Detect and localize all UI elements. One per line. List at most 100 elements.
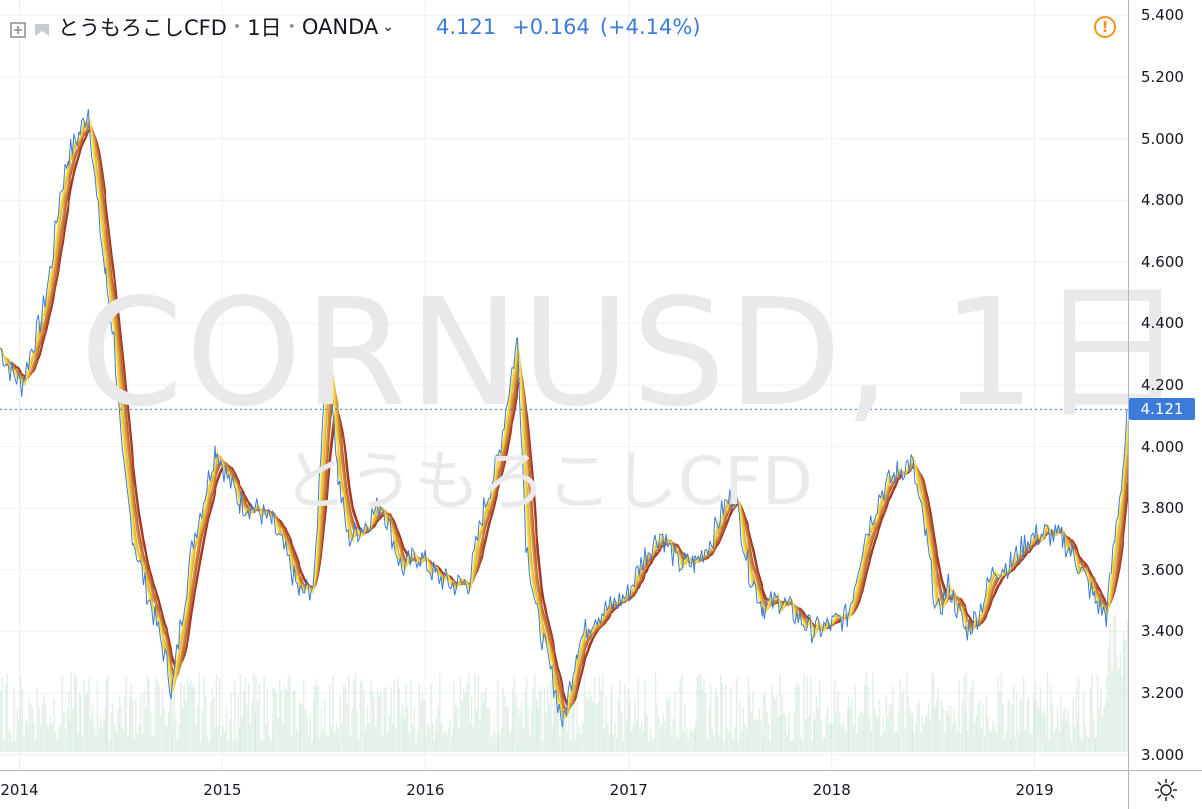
volume-bar — [767, 723, 770, 752]
chevron-down-icon[interactable]: ⌄ — [382, 19, 394, 35]
warning-icon[interactable]: ! — [1094, 16, 1116, 38]
volume-bar — [942, 707, 944, 752]
volume-bar — [363, 689, 365, 752]
volume-bar — [568, 691, 570, 752]
volume-bar — [681, 674, 683, 752]
volume-bar — [692, 729, 695, 752]
volume-bar — [840, 726, 842, 752]
chart-pane[interactable]: CORNUSD, 1日 とうもろこしCFD とうもろこしCFD • 1日 • O… — [0, 0, 1186, 770]
volume-bar — [186, 676, 189, 752]
volume-bar — [937, 687, 939, 752]
volume-bar — [103, 718, 105, 752]
volume-bar — [671, 734, 673, 752]
volume-bar — [488, 706, 491, 752]
volume-bar — [517, 708, 519, 752]
volume-bar — [285, 690, 288, 752]
time-axis[interactable]: 2014 2015 2016 2017 2018 2019 — [0, 770, 1128, 809]
volume-bar — [299, 704, 302, 752]
volume-bar — [532, 687, 534, 752]
price-plot[interactable] — [0, 0, 1128, 770]
volume-bar — [1114, 614, 1117, 752]
volume-bar — [1034, 683, 1037, 752]
volume-bar — [945, 711, 948, 752]
volume-bar — [1107, 646, 1110, 752]
volume-bar — [545, 713, 547, 752]
volume-bar — [277, 717, 279, 752]
volume-bar — [348, 674, 350, 752]
exchange-label[interactable]: OANDA — [301, 15, 379, 39]
volume-bar — [91, 705, 94, 752]
volume-bar — [306, 716, 308, 752]
volume-bar — [158, 684, 160, 752]
volume-bar — [1029, 734, 1031, 752]
collapse-legend-icon[interactable] — [10, 19, 26, 38]
interval-label[interactable]: 1日 — [247, 16, 282, 40]
volume-bar — [81, 737, 84, 752]
volume-bar — [234, 679, 236, 752]
flag-icon[interactable] — [34, 19, 50, 36]
volume-bar — [762, 695, 765, 752]
volume-bar — [593, 677, 596, 752]
time-tick-label: 2019 — [1015, 781, 1054, 799]
sun-settings-icon[interactable] — [1154, 778, 1178, 802]
volume-bar — [287, 677, 289, 752]
volume-bar — [232, 740, 234, 752]
volume-bar — [863, 684, 866, 752]
volume-bar — [1009, 700, 1011, 752]
volume-bar — [699, 672, 702, 752]
volume-bar — [684, 702, 686, 752]
watermark-description: とうもろこしCFD — [282, 443, 813, 520]
price-change-percent: (+4.14%) — [599, 15, 701, 39]
volume-bar — [835, 712, 837, 752]
volume-bar — [817, 706, 819, 752]
volume-bar — [1032, 693, 1035, 752]
volume-bar — [193, 688, 195, 752]
volume-bar — [445, 733, 448, 752]
volume-bar — [165, 725, 167, 752]
volume-bar — [617, 699, 620, 752]
volume-bar — [112, 704, 114, 752]
settings-button[interactable] — [1128, 770, 1202, 809]
volume-bar — [534, 674, 536, 752]
volume-bar — [469, 724, 471, 752]
volume-bar — [1037, 707, 1040, 752]
volume-bar — [843, 728, 846, 752]
volume-bar — [920, 732, 922, 752]
volume-bar — [1086, 735, 1088, 752]
volume-bar — [676, 736, 678, 752]
volume-bar — [180, 681, 182, 752]
volume-bar — [1017, 733, 1020, 752]
volume-bar — [779, 674, 781, 752]
volume-bar — [563, 697, 565, 752]
volume-bar — [1117, 668, 1120, 752]
symbol-name[interactable]: とうもろこしCFD — [58, 16, 227, 40]
volume-bar — [995, 733, 998, 752]
volume-bar — [899, 678, 901, 752]
volume-bar — [171, 699, 173, 752]
volume-bar — [423, 700, 426, 752]
volume-bar — [474, 673, 476, 752]
price-axis[interactable]: 5.400 5.200 5.000 4.800 4.600 4.400 4.200 4.000… — [1128, 0, 1202, 770]
volume-bar — [691, 731, 693, 752]
volume-bar — [902, 687, 905, 752]
volume-bar — [1098, 708, 1100, 752]
volume-bar — [875, 714, 878, 752]
volume-bar — [38, 707, 40, 752]
volume-bar — [950, 704, 952, 752]
volume-bar — [974, 722, 976, 752]
volume-bar — [595, 703, 597, 752]
volume-bar — [351, 708, 353, 752]
volume-bar — [870, 730, 873, 752]
volume-bar — [888, 705, 891, 752]
volume-bar — [849, 706, 851, 752]
volume-bar — [1045, 740, 1047, 752]
volume-bar — [653, 739, 655, 752]
volume-bar — [1039, 686, 1042, 752]
volume-bar — [275, 693, 278, 752]
volume-bar — [96, 680, 99, 752]
volume-bar — [343, 685, 345, 752]
volume-bar — [865, 672, 867, 752]
volume-bar — [403, 716, 406, 752]
volume-bar — [160, 715, 162, 752]
volume-bar — [1002, 704, 1004, 752]
